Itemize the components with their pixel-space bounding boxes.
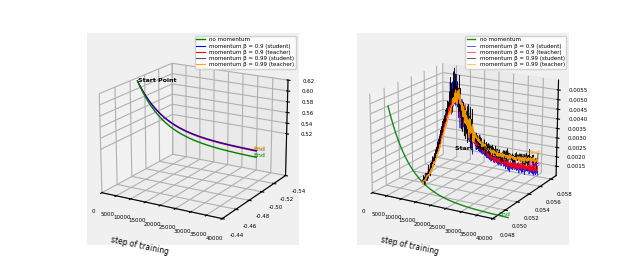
- X-axis label: step of training: step of training: [380, 235, 440, 257]
- Legend: no momentum, momentum β = 0.9 (student), momentum β = 0.9 (teacher), momentum β : no momentum, momentum β = 0.9 (student),…: [465, 36, 566, 68]
- X-axis label: step of training: step of training: [110, 235, 170, 257]
- Legend: no momentum, momentum β = 0.9 (student), momentum β = 0.9 (teacher), momentum β : no momentum, momentum β = 0.9 (student),…: [195, 36, 296, 68]
